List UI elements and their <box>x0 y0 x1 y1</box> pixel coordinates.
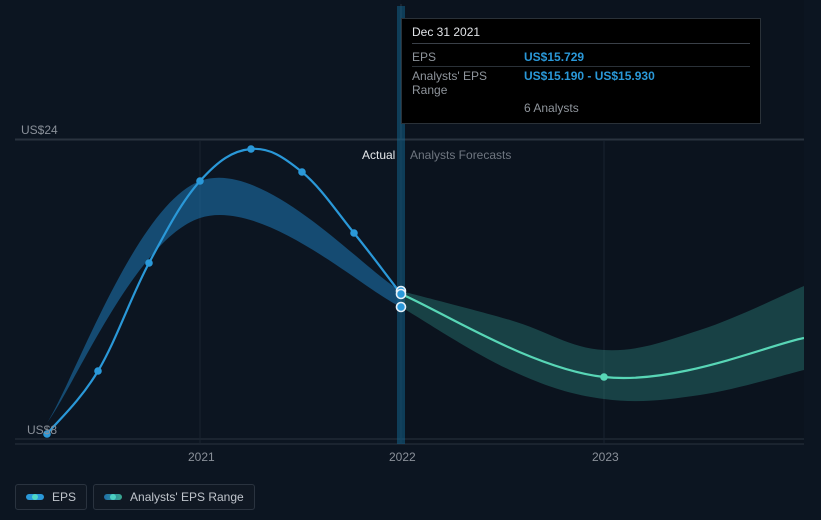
tooltip-date: Dec 31 2021 <box>412 25 750 44</box>
legend-label-range: Analysts' EPS Range <box>130 490 244 504</box>
x-tick-2021: 2021 <box>188 450 215 464</box>
x-tick-2023: 2023 <box>592 450 619 464</box>
section-label-actual: Actual <box>362 148 395 162</box>
chart-tooltip: Dec 31 2021 EPS US$15.729 Analysts' EPS … <box>401 18 761 124</box>
legend: EPS Analysts' EPS Range <box>15 484 255 510</box>
tooltip-value-eps: US$15.729 <box>524 50 584 64</box>
legend-item-eps[interactable]: EPS <box>15 484 87 510</box>
tooltip-value-range: US$15.190 - US$15.930 <box>524 69 655 97</box>
eps-swatch-icon <box>26 494 44 500</box>
section-label-forecast: Analysts Forecasts <box>410 148 511 162</box>
y-tick-24: US$24 <box>21 123 58 137</box>
tooltip-analyst-count: 6 Analysts <box>524 99 750 115</box>
tooltip-label-range: Analysts' EPS Range <box>412 69 524 97</box>
range-swatch-icon <box>104 494 122 500</box>
legend-item-range[interactable]: Analysts' EPS Range <box>93 484 255 510</box>
y-tick-8: US$8 <box>27 423 57 437</box>
eps-chart-container: { "chart": { "type": "line-with-band", "… <box>0 0 821 520</box>
legend-label-eps: EPS <box>52 490 76 504</box>
x-tick-2022: 2022 <box>389 450 416 464</box>
tooltip-row-eps: EPS US$15.729 <box>412 48 750 67</box>
tooltip-row-range: Analysts' EPS Range US$15.190 - US$15.93… <box>412 67 750 99</box>
tooltip-label-eps: EPS <box>412 50 524 64</box>
